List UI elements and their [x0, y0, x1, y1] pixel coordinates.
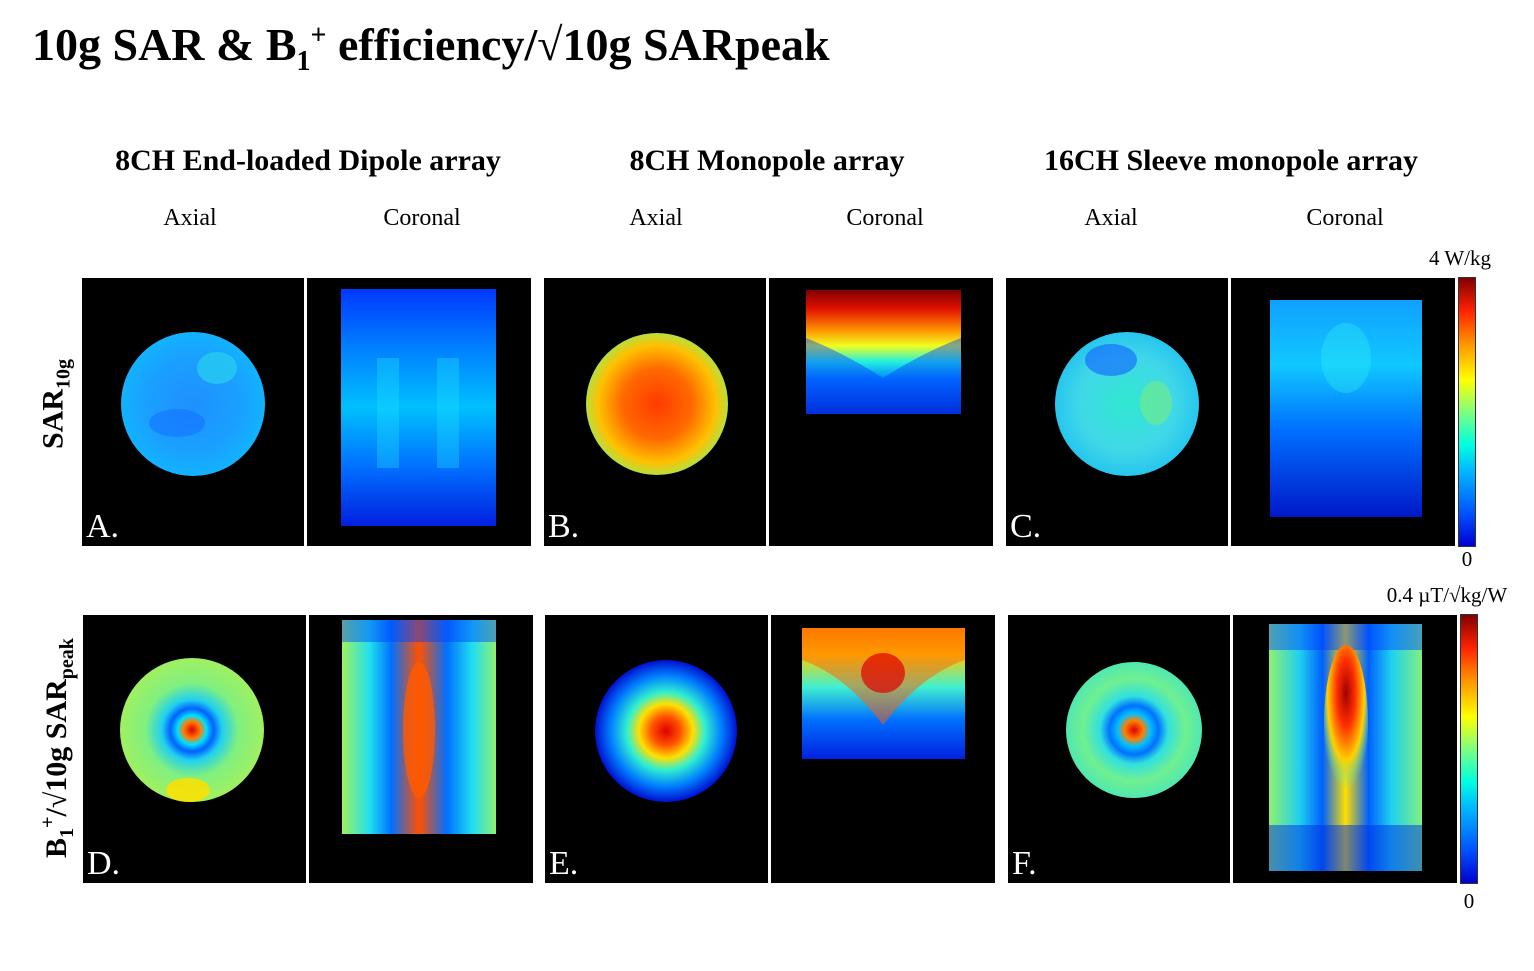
panel-d-coronal: [309, 615, 533, 883]
panel-c-axial: C.: [1006, 278, 1228, 546]
colorbar-eff: [1460, 614, 1478, 884]
view-label-coronal-sleeve: Coronal: [1306, 205, 1384, 231]
panel-letter-e: E.: [549, 845, 579, 882]
row-label-b1-efficiency: B1+/√10g SARpeak: [37, 638, 78, 858]
panel-e-axial: E.: [545, 615, 768, 883]
colorbar-sar: [1458, 277, 1476, 547]
group-title-sleeve-monopole: 16CH Sleeve monopole array: [1043, 144, 1419, 177]
panel-letter-c: C.: [1010, 508, 1042, 545]
colorbar-sar-max-label: 4 W/kg: [1428, 246, 1492, 270]
figure-title: 10g SAR & B1+ efficiency/√10g SARpeak: [32, 19, 830, 77]
row-label-sar10g: SAR10g: [36, 358, 75, 450]
view-label-coronal-monopole: Coronal: [846, 205, 924, 231]
group-title-monopole: 8CH Monopole array: [629, 144, 905, 177]
panel-letter-b: B.: [548, 508, 580, 545]
view-label-axial-monopole: Axial: [629, 205, 683, 231]
panel-letter-a: A.: [86, 508, 120, 545]
panel-f-coronal: [1233, 615, 1457, 883]
panel-c-coronal: [1231, 278, 1455, 546]
colorbar-sar-min-label: 0: [1461, 547, 1473, 571]
panel-a-coronal: [307, 278, 531, 546]
colorbar-eff-max-label: 0.4 µT/√kg/W: [1386, 583, 1508, 607]
view-label-axial-sleeve: Axial: [1084, 205, 1138, 231]
panel-letter-f: F.: [1012, 845, 1037, 882]
group-title-dipole: 8CH End-loaded Dipole array: [115, 144, 501, 177]
panel-a-axial: A.: [82, 278, 304, 546]
panel-b-coronal: [769, 278, 993, 546]
panel-f-axial: F.: [1008, 615, 1230, 883]
panel-letter-d: D.: [87, 845, 121, 882]
view-label-coronal-dipole: Coronal: [383, 205, 461, 231]
panel-e-coronal: [771, 615, 995, 883]
panel-d-axial: D.: [83, 615, 306, 883]
colorbar-eff-min-label: 0: [1463, 889, 1475, 913]
panel-b-axial: B.: [544, 278, 766, 546]
view-label-axial-dipole: Axial: [163, 205, 217, 231]
